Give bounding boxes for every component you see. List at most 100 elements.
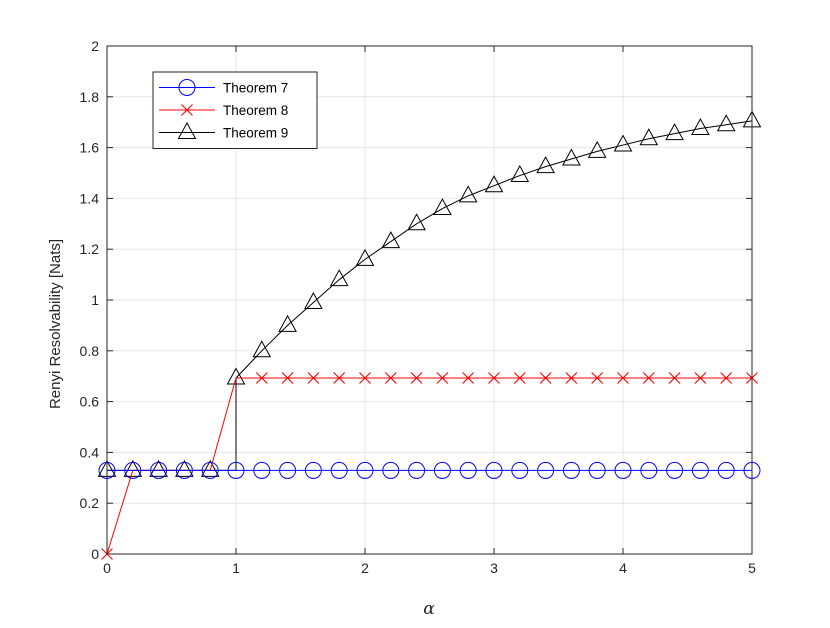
legend: Theorem 7 Theorem 8 Theorem 9 (152, 71, 318, 149)
data-point (175, 461, 193, 479)
data-point (617, 372, 629, 384)
x-stroke (617, 372, 629, 384)
x-stroke (436, 372, 449, 384)
data-point (488, 372, 500, 384)
data-point (588, 461, 606, 479)
legend-label: Theorem 9 (223, 126, 288, 141)
data-point (410, 372, 423, 384)
x-stroke (694, 372, 707, 384)
data-point (436, 372, 449, 384)
data-point (691, 118, 710, 136)
data-point (614, 461, 632, 479)
data-point (252, 340, 272, 358)
data-point (124, 461, 142, 479)
data-point (716, 114, 736, 132)
data-point (359, 372, 371, 384)
x-tick-label: 2 (361, 560, 369, 576)
y-tick-label: 0 (91, 546, 99, 562)
data-point (408, 461, 426, 479)
data-point (639, 128, 659, 146)
data-point (539, 372, 552, 384)
data-point (333, 372, 346, 384)
data-point (666, 461, 684, 479)
x-stroke (513, 372, 526, 384)
data-point (691, 461, 709, 479)
x-tick-label: 3 (490, 560, 498, 576)
x-stroke (333, 372, 346, 384)
y-tick-label: 1.4 (80, 190, 100, 206)
y-tick-label: 0.8 (80, 343, 100, 359)
legend-label: Theorem 7 (223, 81, 288, 96)
data-point (459, 461, 477, 479)
data-point (513, 372, 526, 384)
data-point (485, 461, 503, 479)
x-stroke (181, 104, 193, 116)
x-stroke (720, 372, 733, 384)
data-point (536, 156, 555, 174)
data-point (255, 372, 268, 384)
y-tick-label: 2 (91, 38, 99, 54)
x-stroke (642, 372, 655, 384)
legend-label: Theorem 8 (223, 103, 288, 118)
series-theorem-9 (97, 110, 762, 477)
data-point (201, 461, 219, 479)
data-point (591, 372, 604, 384)
data-point (511, 461, 529, 479)
data-point (382, 461, 400, 479)
data-point (720, 372, 733, 384)
x-stroke (565, 372, 578, 384)
data-point (227, 461, 245, 479)
x-axis-label: α (423, 599, 435, 619)
x-stroke (539, 372, 552, 384)
y-tick-label: 0.2 (80, 495, 100, 511)
x-stroke (488, 372, 500, 384)
data-point (562, 461, 580, 479)
data-point (484, 175, 504, 193)
x-stroke (359, 372, 371, 384)
data-point (304, 461, 322, 479)
data-point (462, 372, 475, 384)
legend-marker (181, 104, 193, 116)
y-tick-label: 1.8 (80, 89, 100, 105)
x-stroke (281, 372, 294, 384)
axes: 0 1 2 3 4 5 0 0.2 0.4 0.6 0.8 1 1.2 1.4 1.6 1.8 2 (80, 38, 757, 576)
x-stroke (307, 372, 320, 384)
x-tick-label: 5 (748, 560, 756, 576)
data-point (694, 372, 707, 384)
data-point (149, 459, 168, 477)
y-axis-label: Renyi Resolvability [Nats] (47, 239, 64, 409)
y-tick-label: 0.4 (80, 444, 100, 460)
data-point (565, 372, 578, 384)
x-stroke (410, 372, 423, 384)
data-point (433, 461, 451, 479)
data-point (717, 461, 735, 479)
data-point (123, 459, 143, 477)
legend-entry: Theorem 9 (159, 121, 288, 141)
data-point (150, 461, 168, 479)
series-line (106, 377, 752, 555)
series-theorem-8 (101, 372, 758, 560)
data-point (562, 148, 581, 166)
data-point (226, 367, 246, 385)
x-stroke (255, 372, 268, 384)
data-point (307, 372, 320, 384)
x-stroke (384, 372, 397, 384)
data-point (200, 459, 220, 477)
legend-entry: Theorem 8 (159, 103, 288, 118)
data-point (355, 248, 375, 266)
data-point (384, 372, 397, 384)
series-layer (97, 110, 762, 560)
data-point (433, 198, 452, 216)
x-stroke (668, 372, 681, 384)
y-tick-label: 1.2 (80, 241, 100, 257)
data-point (279, 461, 297, 479)
data-point (329, 269, 349, 287)
data-point (665, 123, 684, 141)
data-point (253, 461, 271, 479)
data-point (381, 231, 401, 249)
data-point (613, 134, 633, 152)
legend-marker (178, 79, 196, 96)
data-point (642, 372, 655, 384)
